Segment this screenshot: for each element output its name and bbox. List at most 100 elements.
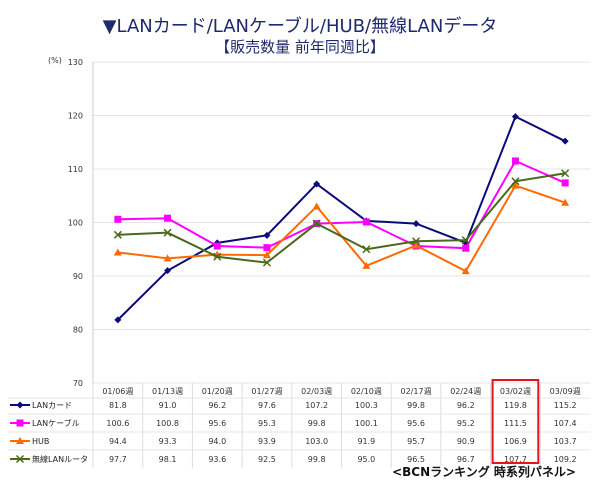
- data-point: [561, 198, 570, 206]
- x-tick-label: 02/03週: [301, 387, 332, 396]
- table-cell: 107.4: [554, 419, 577, 428]
- table-cell: 98.1: [159, 455, 177, 464]
- table-cell: 97.6: [258, 401, 276, 410]
- table-cell: 94.4: [109, 437, 127, 446]
- data-point: [113, 230, 122, 239]
- data-point: [561, 179, 569, 187]
- data-point: [213, 242, 221, 250]
- data-point: [461, 267, 470, 275]
- table-cell: 119.8: [504, 401, 527, 410]
- x-tick-label: 01/20週: [202, 387, 233, 396]
- data-point: [412, 220, 420, 228]
- y-axis-unit: (%): [48, 56, 62, 65]
- legend-marker: [16, 401, 24, 409]
- table-cell: 106.9: [504, 437, 527, 446]
- table-cell: 97.7: [109, 455, 127, 464]
- data-point: [164, 214, 172, 222]
- data-point: [213, 252, 222, 261]
- x-tick-label: 02/17週: [401, 387, 432, 396]
- y-tick-label: 90: [73, 272, 83, 281]
- table-cell: 93.9: [258, 437, 276, 446]
- table-cell: 96.2: [208, 401, 226, 410]
- table-cell: 95.6: [407, 419, 425, 428]
- table-cell: 94.0: [208, 437, 226, 446]
- table-cell: 107.7: [504, 455, 527, 464]
- series-line-3: [117, 172, 566, 264]
- data-point: [561, 169, 570, 178]
- data-point: [164, 267, 172, 275]
- data-point: [511, 157, 519, 165]
- x-tick-label: 02/10週: [351, 387, 382, 396]
- highlight-box: [491, 379, 540, 464]
- x-tick-label: 01/06週: [102, 387, 133, 396]
- table-cell: 95.3: [258, 419, 276, 428]
- data-point: [511, 113, 519, 121]
- chart-subtitle: 【販売数量 前年同週比】: [215, 38, 385, 56]
- table-cell: 103.0: [305, 437, 328, 446]
- table-cell: 91.9: [357, 437, 375, 446]
- data-point: [114, 316, 122, 324]
- data-point: [362, 218, 370, 226]
- table-cell: 111.5: [504, 419, 527, 428]
- table-cell: 95.7: [407, 437, 425, 446]
- data-point: [114, 215, 122, 223]
- table-cell: 100.8: [156, 419, 179, 428]
- data-point: [312, 202, 321, 210]
- table-cell: 96.5: [407, 455, 425, 464]
- y-tick-label: 100: [68, 219, 83, 228]
- data-point: [163, 254, 172, 262]
- series-line-1: [117, 159, 566, 250]
- table-cell: 93.6: [208, 455, 226, 464]
- y-tick-label: 70: [73, 379, 83, 388]
- table-cell: 109.2: [554, 455, 577, 464]
- legend-marker: [15, 454, 25, 464]
- y-tick-label: 130: [68, 58, 83, 67]
- data-point: [511, 181, 520, 189]
- legend-marker: [16, 419, 24, 427]
- table-cell: 95.2: [457, 419, 475, 428]
- table-cell: 100.3: [355, 401, 378, 410]
- table-cell: 99.8: [308, 455, 326, 464]
- y-tick-label: 120: [68, 112, 83, 121]
- data-point: [263, 231, 271, 239]
- data-point: [262, 258, 271, 267]
- data-point: [362, 245, 371, 254]
- data-point: [313, 180, 321, 188]
- table-cell: 95.0: [357, 455, 375, 464]
- table-cell: 95.6: [208, 419, 226, 428]
- table-cell: 100.6: [106, 419, 129, 428]
- table-cell: 93.3: [159, 437, 177, 446]
- data-point: [362, 261, 371, 269]
- data-point: [113, 248, 122, 256]
- table-cell: 99.8: [407, 401, 425, 410]
- x-tick-label: 03/02週: [500, 387, 531, 396]
- table-cell: 81.8: [109, 401, 127, 410]
- legend-label: 無線LANルータ: [32, 454, 88, 464]
- table-cell: 103.7: [554, 437, 577, 446]
- data-point: [462, 244, 470, 252]
- y-tick-label: 80: [73, 326, 83, 335]
- data-point: [163, 228, 172, 237]
- x-tick-label: 02/24週: [450, 387, 481, 396]
- data-point: [263, 244, 271, 252]
- data-point: [412, 241, 421, 249]
- table-cell: 96.2: [457, 401, 475, 410]
- table-cell: 115.2: [554, 401, 577, 410]
- table-cell: 91.0: [159, 401, 177, 410]
- legend-label: HUB: [32, 437, 49, 446]
- data-point: [511, 177, 520, 186]
- data-point: [262, 251, 271, 259]
- data-point: [561, 137, 569, 145]
- series-line-0: [117, 115, 566, 321]
- source-credit: <BCNランキング 時系列パネル>: [392, 465, 576, 479]
- table-cell: 92.5: [258, 455, 276, 464]
- chart-title: ▼LANカード/LANケーブル/HUB/無線LANデータ: [102, 16, 498, 37]
- y-tick-label: 110: [68, 165, 83, 174]
- legend-label: LANケーブル: [32, 418, 80, 428]
- x-tick-label: 03/09週: [550, 387, 581, 396]
- data-point: [312, 219, 321, 228]
- legend-marker: [16, 437, 24, 444]
- x-tick-label: 01/27週: [251, 387, 282, 396]
- x-tick-label: 01/13週: [152, 387, 183, 396]
